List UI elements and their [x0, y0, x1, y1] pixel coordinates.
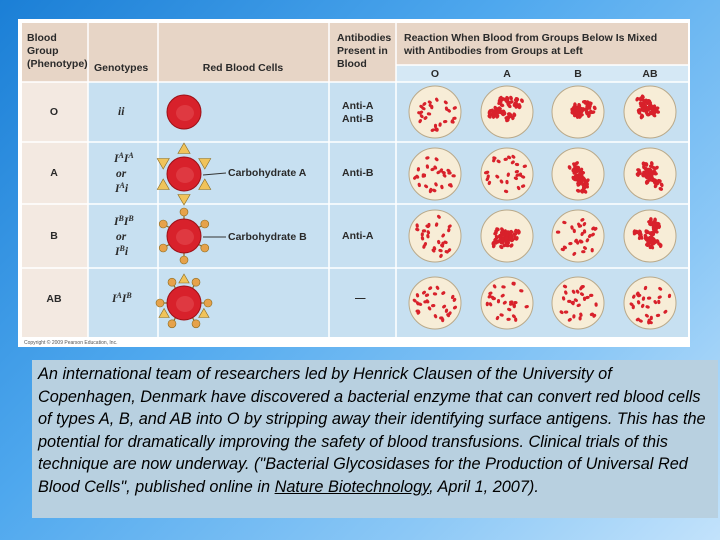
blood-group-table: Blood Group (Phenotype) Genotypes Red Bl…: [22, 23, 688, 346]
group-label-o: O: [50, 106, 58, 118]
blood-group-figure: Blood Group (Phenotype) Genotypes Red Bl…: [18, 19, 690, 347]
svg-text:IAi: IAi: [114, 181, 129, 195]
antigen-b-marker: [191, 319, 201, 329]
copyright-notice: Copyright © 2009 Pearson Education, Inc.: [24, 339, 117, 346]
genotype-a: IAIA or IAi: [113, 151, 134, 195]
reaction-subheader-bg: [396, 65, 688, 82]
antigen-b-marker: [200, 243, 210, 253]
header-red-blood-cells: Red Blood Cells: [203, 62, 284, 74]
header-genotypes: Genotypes: [94, 62, 148, 74]
reaction-col-a: A: [503, 68, 511, 80]
journal-name: Nature Biotechnology: [274, 477, 430, 496]
reaction-dish-a-b: [551, 147, 605, 201]
reaction-dish-o-o: [408, 85, 462, 139]
antigen-a-marker: [158, 307, 170, 318]
rbc-a: [156, 142, 212, 206]
carbohydrate-a-label: Carbohydrate A: [228, 167, 307, 179]
reaction-dishes: [408, 85, 677, 330]
reaction-dish-b-o: [408, 209, 462, 263]
reaction-dish-a-o: [408, 147, 462, 201]
group-label-a: A: [50, 167, 58, 179]
caption-ending: , April 1, 2007).: [429, 477, 539, 496]
reaction-dish-o-a: [480, 85, 534, 139]
antigen-a-marker: [198, 158, 212, 170]
reaction-dish-b-ab: [623, 209, 677, 263]
antigen-a-marker: [198, 178, 212, 190]
reaction-dish-b-a: [480, 209, 534, 263]
table-gridlines: [22, 23, 688, 337]
antibodies-o: Anti-A Anti-B: [342, 100, 376, 125]
antigen-b-marker: [167, 277, 177, 287]
reaction-dish-ab-a: [480, 276, 534, 330]
antigen-a-marker: [156, 178, 170, 190]
antigen-a-marker: [177, 194, 191, 206]
antigen-b-marker: [203, 298, 213, 308]
carbohydrate-b-label: Carbohydrate B: [228, 231, 307, 243]
antigen-a-marker: [177, 142, 191, 154]
reaction-dish-b-b: [551, 209, 605, 263]
reaction-dish-ab-b: [551, 276, 605, 330]
svg-text:or: or: [116, 168, 127, 180]
antigen-b-marker: [191, 277, 201, 287]
header-antibodies: Antibodies Present in Blood: [337, 32, 394, 70]
antigen-b-marker: [200, 219, 210, 229]
caption-text: An international team of researchers led…: [38, 365, 706, 496]
reaction-col-b: B: [574, 68, 582, 80]
antibodies-a: Anti-B: [342, 167, 374, 179]
svg-text:IBi: IBi: [114, 244, 129, 258]
svg-text:or: or: [116, 231, 127, 243]
antigen-b-marker: [167, 319, 177, 329]
reaction-dish-a-ab: [623, 147, 677, 201]
antigen-a-marker: [156, 158, 170, 170]
header-blood-group: Blood Group (Phenotype): [27, 32, 88, 70]
svg-text:ii: ii: [118, 106, 125, 118]
antigen-b-marker: [155, 298, 165, 308]
antigen-b-marker: [158, 243, 168, 253]
antigen-a-marker: [198, 307, 210, 318]
reaction-col-o: O: [431, 68, 439, 80]
antigen-b-marker: [179, 255, 189, 265]
header-reaction: Reaction When Blood from Groups Below Is…: [403, 32, 660, 57]
antigen-a-marker: [178, 273, 190, 284]
genotype-o: ii: [118, 106, 125, 118]
reaction-dish-ab-ab: [623, 276, 677, 330]
rbc-o: [166, 94, 202, 130]
red-blood-cells: [155, 94, 213, 329]
reaction-dish-a-a: [480, 147, 534, 201]
group-column-bg: [22, 82, 88, 337]
reaction-col-ab: AB: [642, 68, 658, 80]
carbohydrate-a-pointer: [202, 172, 227, 176]
group-label-ab: AB: [46, 293, 62, 305]
caption-box: An international team of researchers led…: [32, 360, 718, 518]
antibodies-b: Anti-A: [342, 230, 374, 242]
antibodies-ab: —: [355, 292, 366, 304]
reaction-dish-o-b: [551, 85, 605, 139]
antigen-b-marker: [179, 207, 189, 217]
group-label-b: B: [50, 230, 58, 242]
antigen-b-marker: [158, 219, 168, 229]
rbc-b: [158, 207, 210, 265]
reaction-dish-ab-o: [408, 276, 462, 330]
reaction-dish-o-ab: [623, 85, 677, 139]
rbc-ab: [155, 273, 213, 329]
